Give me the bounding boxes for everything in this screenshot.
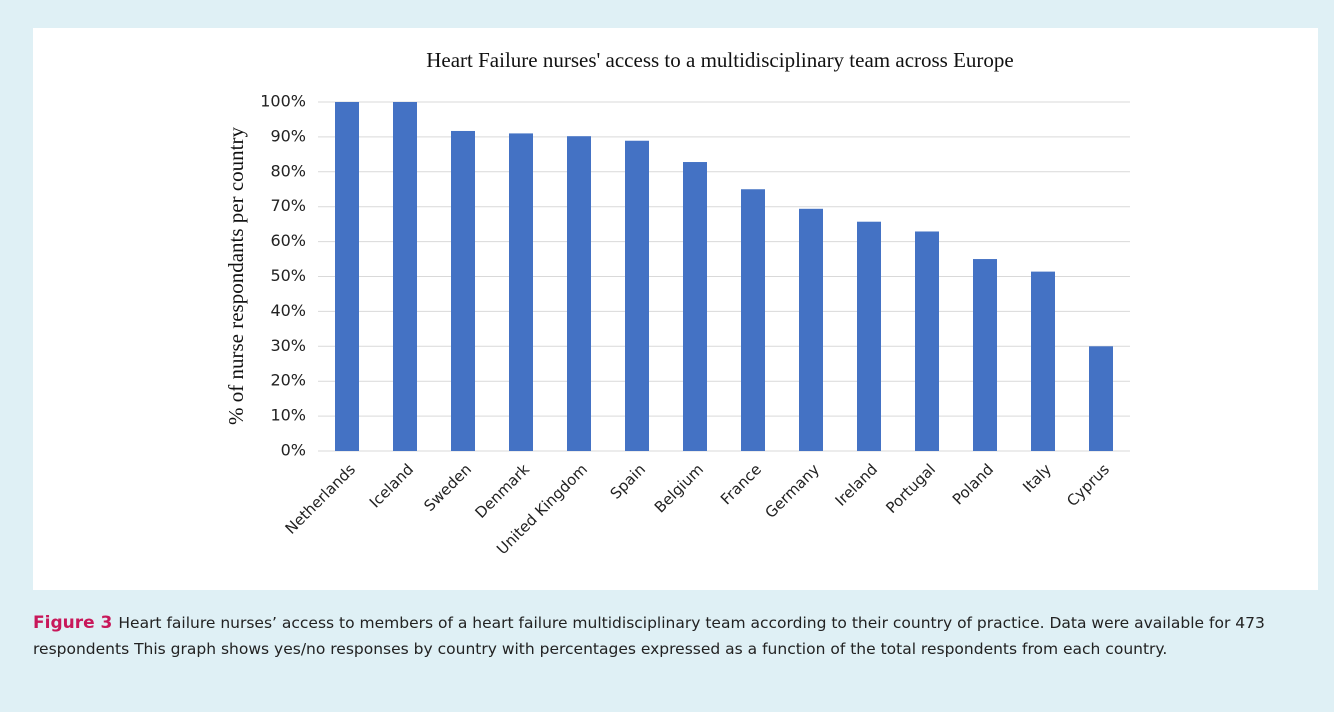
caption-label: Figure 3 [33,613,113,633]
x-tick-label: Ireland [832,460,881,509]
y-axis-label: % of nurse respondants per country [224,127,248,425]
bar [335,102,359,451]
x-tick-label: Spain [607,460,649,502]
x-tick-label: France [717,460,765,508]
y-tick-label: 40% [270,301,306,320]
x-tick-label: Netherlands [282,460,360,538]
y-tick-label: 30% [270,336,306,355]
x-tick-label: Sweden [420,460,475,515]
x-tick-label: Iceland [366,460,417,511]
bar [915,231,939,451]
bar [567,136,591,451]
y-tick-label: 70% [270,196,306,215]
x-tick-label: Portugal [882,460,939,517]
bar [393,102,417,451]
x-tick-label: Poland [949,460,997,508]
y-tick-label: 50% [270,266,306,285]
chart-title: Heart Failure nurses' access to a multid… [426,48,1014,72]
bar [973,259,997,451]
bar [451,130,475,452]
bar [1089,346,1113,451]
bar [857,221,881,451]
x-tick-label: Denmark [472,460,534,522]
y-tick-label: 90% [270,126,306,145]
y-tick-label: 100% [260,92,306,111]
bar [799,208,823,451]
bar [625,140,649,451]
bar [683,162,707,451]
figure-panel [33,28,1318,590]
y-tick-label: 20% [270,371,306,390]
bar [509,133,533,451]
y-tick-label: 0% [281,441,306,460]
y-tick-label: 10% [270,406,306,425]
x-tick-label: Germany [762,460,824,522]
x-tick-label: Italy [1019,460,1055,496]
chart: Heart Failure nurses' access to a multid… [224,48,1130,558]
y-tick-label: 80% [270,161,306,180]
bar [1031,271,1055,451]
caption: Figure 3 Heart failure nurses’ access to … [33,610,1318,662]
caption-text: Heart failure nurses’ access to members … [33,614,1265,658]
y-tick-label: 60% [270,231,306,250]
x-tick-label: Cyprus [1063,460,1113,510]
bar [741,189,765,451]
x-tick-label: Belgium [651,460,707,516]
